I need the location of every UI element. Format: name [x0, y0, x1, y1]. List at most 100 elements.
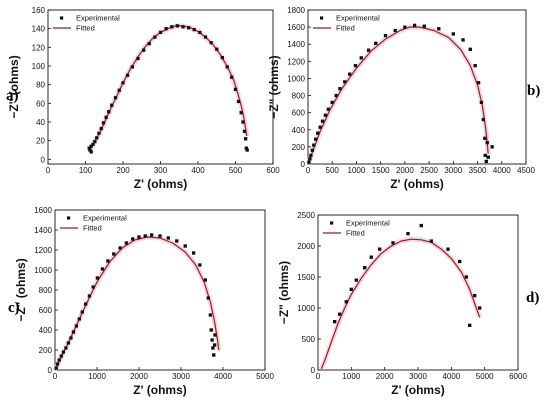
experimental-point — [192, 251, 196, 255]
y-tick-label: 160 — [32, 6, 46, 15]
experimental-point — [241, 120, 245, 124]
y-tick-label: 500 — [302, 335, 316, 344]
experimental-point — [348, 72, 352, 76]
experimental-point — [117, 88, 121, 92]
x-tick-label: 0 — [46, 166, 51, 175]
experimental-point — [323, 113, 328, 117]
x-tick-label: 3000 — [409, 372, 427, 381]
x-tick-label: 100 — [79, 166, 93, 175]
experimental-point — [100, 267, 105, 271]
x-axis-label: Z' (ohms) — [390, 177, 444, 191]
experimental-point — [483, 153, 487, 158]
experimental-point — [150, 233, 154, 237]
experimental-point — [349, 287, 353, 291]
x-tick-label: 2500 — [420, 166, 438, 175]
x-tick-label: 500 — [326, 166, 340, 175]
experimental-point — [158, 30, 163, 34]
legend-entry: Fitted — [76, 24, 95, 33]
legend-entry: Fitted — [336, 24, 355, 33]
experimental-point — [343, 80, 347, 84]
experimental-point — [406, 232, 410, 236]
y-tick-label: 20 — [36, 137, 45, 146]
experimental-point — [338, 312, 342, 316]
y-tick-label: 1000 — [287, 74, 305, 83]
fitted-curve — [54, 236, 220, 371]
experimental-point — [316, 131, 320, 135]
y-tick-label: 800 — [292, 92, 306, 101]
experimental-point — [309, 153, 313, 158]
experimental-point — [183, 244, 187, 248]
x-tick-label: 400 — [191, 166, 205, 175]
experimental-point — [245, 148, 249, 152]
experimental-point — [483, 136, 487, 140]
chart-panel-2: 0 500 1000 1500 2000 2500 3000 3500 4000 4500 0 200… — [267, 6, 540, 191]
y-tick-label: 600 — [292, 109, 306, 118]
experimental-point — [437, 27, 441, 31]
x-tick-label: 3000 — [172, 372, 190, 381]
experimental-point — [314, 137, 318, 141]
y-tick-label: 40 — [36, 118, 45, 127]
experimental-point — [318, 125, 322, 129]
experimental-point — [374, 41, 378, 45]
experimental-point — [359, 56, 363, 60]
experimental-point — [233, 87, 238, 91]
experimental-point — [147, 42, 151, 46]
experimental-point — [142, 48, 146, 52]
x-tick-label: 3500 — [469, 166, 487, 175]
y-axis-label: −Z" (ohms) — [277, 261, 291, 324]
panel-letter: c) — [8, 300, 20, 316]
experimental-point — [88, 148, 92, 152]
legend-entry: Experimental — [336, 14, 380, 23]
legend-marker-swatch — [60, 16, 64, 20]
experimental-point — [412, 23, 417, 27]
plot-frame — [54, 209, 266, 371]
experimental-point — [484, 159, 488, 164]
experimental-point — [91, 285, 95, 289]
panel-letter: b) — [527, 83, 540, 99]
plot-frame — [307, 9, 527, 165]
y-tick-label: 2500 — [297, 211, 315, 220]
y-tick-label: 800 — [39, 286, 53, 295]
x-tick-label: 4000 — [214, 372, 232, 381]
experimental-point — [451, 32, 455, 36]
experimental-point — [476, 81, 481, 85]
experimental-point — [344, 300, 348, 304]
experimental-point — [170, 25, 174, 29]
experimental-point — [239, 111, 243, 115]
experimental-point — [366, 48, 371, 52]
experimental-point — [486, 155, 490, 159]
experimental-point — [215, 47, 219, 51]
experimental-point — [89, 144, 93, 148]
experimental-point — [121, 81, 125, 85]
experimental-point — [137, 235, 141, 239]
experimental-point — [118, 246, 122, 250]
x-tick-label: 4000 — [493, 166, 511, 175]
experimental-point — [198, 30, 202, 34]
experimental-point — [113, 96, 118, 100]
experimental-point — [59, 354, 63, 358]
x-axis-label: Z' (ohms) — [133, 383, 187, 397]
experimental-point — [312, 143, 316, 147]
fitted-curve — [320, 238, 481, 370]
experimental-point — [77, 317, 81, 321]
experimental-point — [55, 362, 60, 366]
experimental-point — [69, 336, 73, 340]
y-tick-label: 1600 — [287, 23, 305, 32]
experimental-point — [164, 27, 168, 31]
experimental-point — [87, 146, 91, 150]
experimental-point — [130, 65, 134, 69]
x-tick-label: 0 — [316, 372, 321, 381]
x-tick-label: 3000 — [444, 166, 462, 175]
panel-letter: a) — [6, 88, 19, 104]
experimental-point — [125, 73, 130, 77]
experimental-point — [104, 115, 108, 119]
experimental-point — [95, 276, 100, 280]
experimental-point — [84, 302, 88, 306]
x-tick-label: 2000 — [130, 372, 148, 381]
y-tick-label: 2000 — [297, 242, 315, 251]
experimental-point — [187, 26, 191, 30]
experimental-point — [91, 142, 95, 146]
experimental-point — [353, 64, 358, 68]
experimental-point — [203, 35, 208, 39]
